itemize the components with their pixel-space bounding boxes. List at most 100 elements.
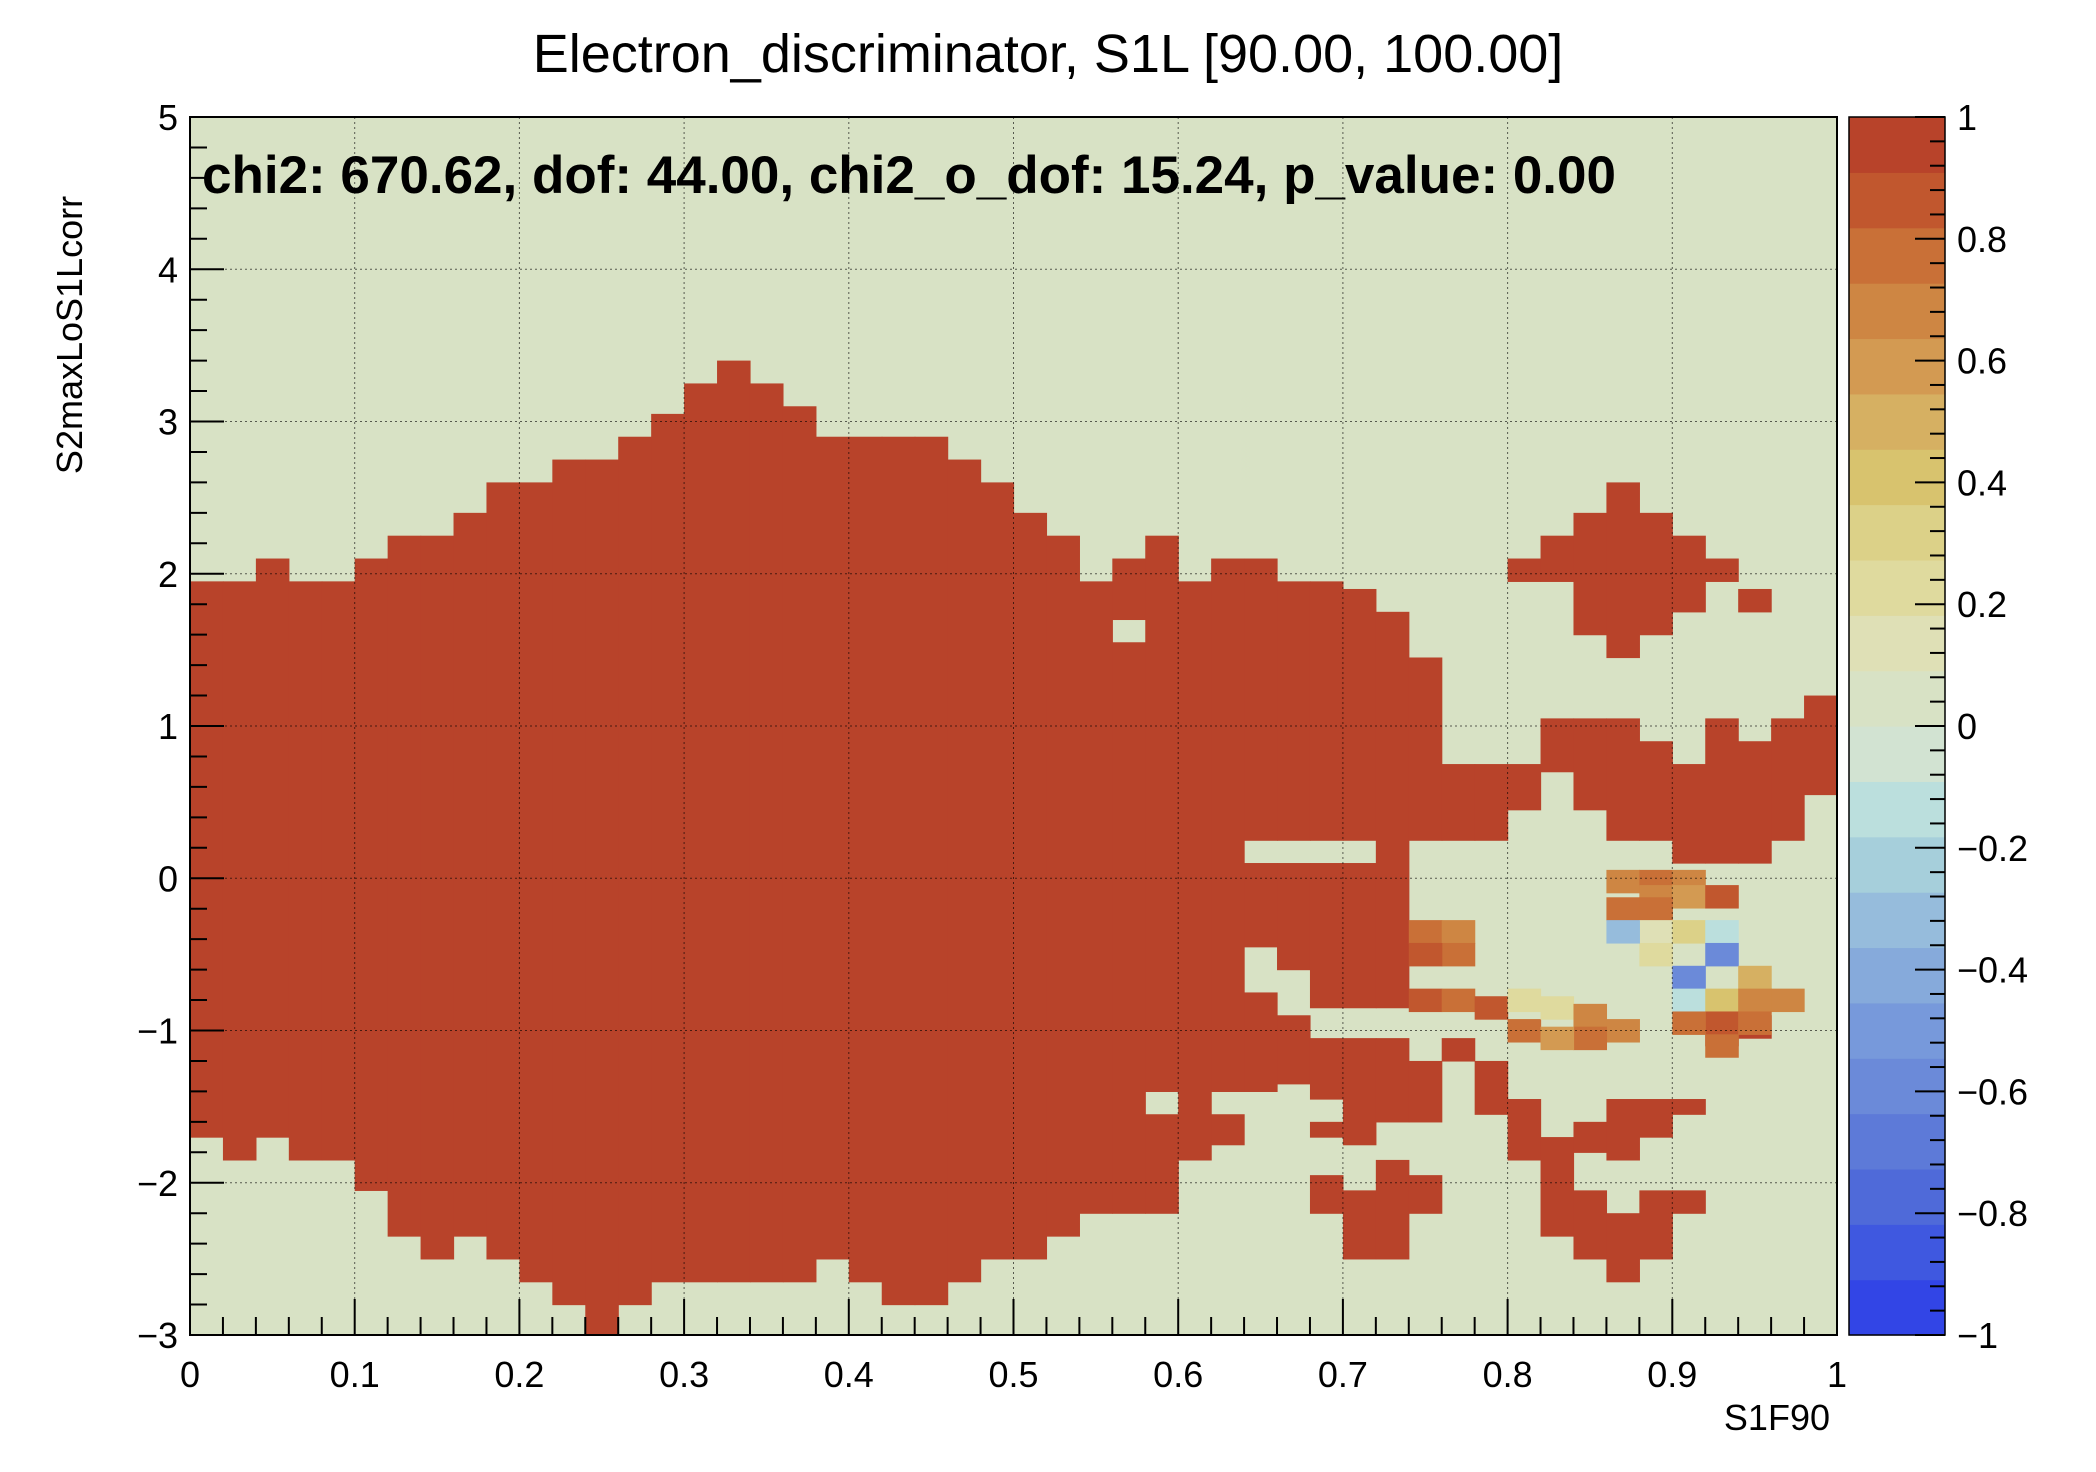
y-tick-label: −2 xyxy=(137,1163,178,1204)
color-scale-swatch xyxy=(1849,559,1945,616)
heatmap-bin xyxy=(1441,920,1476,944)
color-scale-swatch xyxy=(1849,947,1945,1004)
color-scale-swatch xyxy=(1849,172,1945,229)
color-scale-swatch xyxy=(1849,1002,1945,1059)
y-tick-label: −3 xyxy=(137,1315,178,1356)
heatmap-bin-column xyxy=(1606,482,1640,659)
heatmap-bin-column xyxy=(190,581,224,1138)
heatmap-bin-column xyxy=(1244,558,1278,841)
heatmap-bin xyxy=(1441,988,1476,1013)
heatmap-bin-column xyxy=(1375,1038,1410,1123)
heatmap-bin-column xyxy=(1639,741,1673,841)
color-scale-swatch xyxy=(1849,1113,1945,1170)
heatmap-bin-column xyxy=(1705,558,1739,582)
x-tick-label: 0.7 xyxy=(1318,1354,1368,1395)
y-axis: −3 −2 −1 0 1 2 3 4 5 xyxy=(137,97,224,1356)
heatmap-bin-column xyxy=(980,482,1015,1260)
heatmap-bin-column xyxy=(749,383,784,1283)
x-tick-label: 0.9 xyxy=(1647,1354,1697,1395)
heatmap-bin xyxy=(1639,897,1673,921)
heatmap-bin xyxy=(1474,996,1509,1020)
heatmap-bin xyxy=(1507,1019,1542,1043)
heatmap-bin-column xyxy=(1342,1190,1377,1260)
heatmap-bin-column xyxy=(1771,718,1805,841)
color-scale-swatch xyxy=(1849,227,1945,284)
x-tick-label: 0.5 xyxy=(988,1354,1038,1395)
color-scale-swatch xyxy=(1849,338,1945,395)
heatmap-bin-column xyxy=(1408,657,1443,841)
heatmap-bin-column xyxy=(1145,535,1179,1092)
x-tick-label: 0.2 xyxy=(494,1354,544,1395)
heatmap-bin-column xyxy=(1672,1190,1706,1214)
y-tick-label: 4 xyxy=(158,249,178,290)
heatmap-bin-column xyxy=(1474,764,1509,841)
x-axis-label: S1F90 xyxy=(1724,1397,1830,1438)
x-tick-label: 0.8 xyxy=(1483,1354,1533,1395)
heatmap-bin-column xyxy=(1309,1121,1344,1138)
heatmap-bin-column xyxy=(1540,535,1575,582)
heatmap-bin-column xyxy=(1277,581,1311,841)
heatmap-bin-column xyxy=(387,535,422,1237)
heatmap-bin-column xyxy=(1540,1137,1575,1237)
color-scale-swatch xyxy=(1849,504,1945,561)
color-scale-swatch xyxy=(1849,1168,1945,1225)
chart-title: Electron_discriminator, S1L [90.00, 100.… xyxy=(533,24,1564,84)
heatmap-bin-column xyxy=(1342,1038,1377,1146)
y-tick-label: 1 xyxy=(158,706,178,747)
heatmap-bin-column xyxy=(1178,581,1212,1161)
heatmap-bin-column xyxy=(288,581,323,1161)
heatmap-bin xyxy=(1408,920,1443,944)
heatmap-bin-column xyxy=(1507,764,1542,811)
heatmap-bin-column xyxy=(717,360,751,1283)
heatmap-bin-column xyxy=(1375,1159,1410,1260)
heatmap-bin xyxy=(1672,988,1706,1013)
heatmap-bin-column xyxy=(1738,741,1772,864)
heatmap-bin-column xyxy=(1309,581,1344,841)
heatmap-bin xyxy=(1573,1003,1608,1028)
heatmap-bin-column xyxy=(1573,718,1608,811)
color-scale-swatch xyxy=(1849,1224,1945,1281)
heatmap-bin-column xyxy=(1244,992,1278,1092)
heatmap-bin xyxy=(1441,942,1476,967)
color-scale-label: 0.2 xyxy=(1957,584,2007,625)
heatmap-bin xyxy=(1738,988,1772,1013)
heatmap-bin xyxy=(1672,1011,1706,1035)
heatmap-bin-column xyxy=(1573,1121,1608,1153)
color-scale-swatch xyxy=(1849,1279,1945,1336)
heatmap-bin-column xyxy=(1277,863,1311,971)
color-scale: −1 −0.8 −0.6 −0.4 −0.2 0 0.2 0.4 0.6 0.8 1 xyxy=(1848,97,2028,1356)
heatmap-bin-column xyxy=(1211,558,1245,1092)
heatmap-bin-column xyxy=(585,459,619,1336)
heatmap-bin-column xyxy=(651,413,685,1283)
color-scale-swatch xyxy=(1849,781,1945,838)
x-tick-label: 0.6 xyxy=(1153,1354,1203,1395)
y-tick-label: 2 xyxy=(158,554,178,595)
heatmap-bin-column xyxy=(1408,1060,1443,1123)
heatmap-bin-column xyxy=(1309,1175,1344,1214)
color-scale-swatch xyxy=(1849,836,1945,893)
heatmap-bin-column xyxy=(222,581,257,1161)
heatmap-bin-column xyxy=(1408,1175,1443,1214)
heatmap-bin-column xyxy=(782,406,817,1283)
x-tick-label: 1 xyxy=(1827,1354,1847,1395)
y-tick-label: −1 xyxy=(137,1011,178,1052)
heatmap-bin-column xyxy=(1441,764,1476,841)
heatmap-bin xyxy=(1705,1034,1739,1058)
heatmap-bin-column xyxy=(1639,1099,1673,1138)
heatmap-bin-column xyxy=(486,482,520,1260)
heatmap-bin-column xyxy=(684,383,718,1283)
color-scale-label: 0 xyxy=(1957,706,1977,747)
heatmap-bin xyxy=(1672,965,1706,990)
heatmap-bin xyxy=(1408,988,1443,1013)
heatmap-bin-column xyxy=(1013,512,1048,1260)
heatmap-bin-column xyxy=(1738,588,1772,613)
y-axis-label: S2maxLoS1Lcorr xyxy=(49,196,90,474)
heatmap-bin xyxy=(1771,988,1805,1013)
heatmap-bin xyxy=(1738,965,1772,990)
color-scale-label: −0.2 xyxy=(1957,828,2028,869)
heatmap-bin xyxy=(1672,885,1706,909)
heatmap-bin-column xyxy=(1672,1099,1706,1115)
heatmap-bin xyxy=(1606,869,1640,894)
heatmap-bin xyxy=(1705,885,1739,909)
heatmap-bin-column xyxy=(947,459,982,1283)
